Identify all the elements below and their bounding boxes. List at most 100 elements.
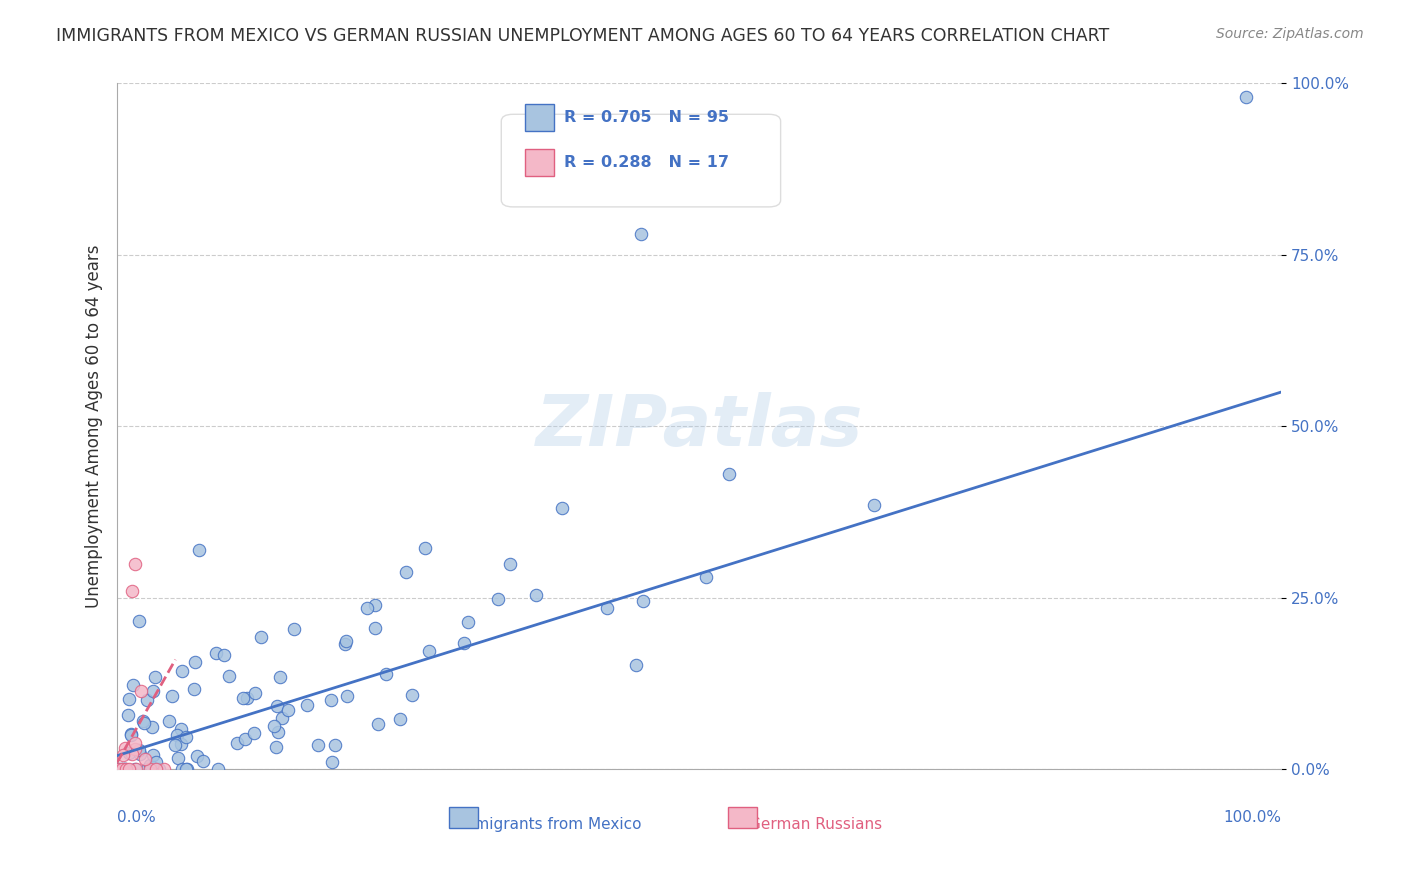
Point: [486, 591, 509, 606]
Point: [124, 742, 146, 756]
Point: [245, 686, 267, 700]
FancyBboxPatch shape: [524, 104, 554, 131]
Point: [236, 691, 259, 706]
Point: [128, 614, 150, 628]
Point: [174, 730, 197, 744]
Point: [112, 762, 135, 776]
Point: [263, 719, 285, 733]
Point: [172, 762, 194, 776]
Text: R = 0.288   N = 17: R = 0.288 N = 17: [564, 155, 730, 169]
Point: [389, 712, 412, 726]
Point: [111, 762, 134, 776]
Point: [277, 703, 299, 717]
Point: [413, 541, 436, 555]
Point: [418, 644, 440, 658]
Point: [145, 762, 167, 776]
Point: [232, 691, 254, 706]
Point: [135, 762, 157, 776]
Point: [401, 689, 423, 703]
Point: [152, 762, 174, 776]
Point: [120, 727, 142, 741]
Point: [266, 699, 288, 714]
Point: [250, 630, 273, 644]
Point: [129, 683, 152, 698]
Point: [134, 752, 156, 766]
Point: [191, 754, 214, 768]
Point: [132, 715, 155, 730]
Point: [122, 678, 145, 692]
Point: [225, 736, 247, 750]
Point: [374, 666, 396, 681]
Point: [141, 720, 163, 734]
Text: ZIPatlas: ZIPatlas: [536, 392, 863, 461]
Point: [457, 615, 479, 630]
Point: [114, 741, 136, 756]
Text: R = 0.705   N = 95: R = 0.705 N = 95: [564, 111, 730, 125]
Point: [142, 684, 165, 698]
Point: [108, 762, 131, 776]
Point: [118, 692, 141, 706]
Point: [132, 714, 155, 729]
Point: [172, 664, 194, 678]
Point: [166, 751, 188, 765]
Point: [107, 762, 129, 776]
Point: [117, 708, 139, 723]
Point: [183, 682, 205, 697]
Point: [321, 693, 343, 707]
Point: [124, 736, 146, 750]
Point: [551, 501, 574, 516]
Point: [271, 711, 294, 725]
Point: [139, 757, 162, 772]
Point: [128, 743, 150, 757]
Point: [120, 728, 142, 742]
Point: [333, 637, 356, 651]
Point: [169, 722, 191, 736]
Point: [162, 689, 184, 703]
Point: [166, 728, 188, 742]
Text: Source: ZipAtlas.com: Source: ZipAtlas.com: [1216, 27, 1364, 41]
Point: [235, 732, 257, 747]
Point: [188, 543, 211, 558]
Point: [631, 594, 654, 608]
Point: [121, 747, 143, 761]
Point: [118, 762, 141, 776]
Text: Immigrants from Mexico: Immigrants from Mexico: [454, 817, 641, 832]
Point: [118, 746, 141, 760]
Point: [453, 636, 475, 650]
Point: [125, 762, 148, 776]
Point: [630, 227, 652, 242]
Point: [115, 762, 138, 776]
Text: 0.0%: 0.0%: [117, 811, 156, 825]
Point: [207, 762, 229, 776]
Point: [145, 755, 167, 769]
Point: [129, 747, 152, 762]
Point: [243, 725, 266, 739]
Point: [218, 669, 240, 683]
Point: [124, 557, 146, 571]
Point: [121, 584, 143, 599]
Point: [145, 762, 167, 776]
FancyBboxPatch shape: [449, 807, 478, 828]
Point: [364, 621, 387, 635]
Text: IMMIGRANTS FROM MEXICO VS GERMAN RUSSIAN UNEMPLOYMENT AMONG AGES 60 TO 64 YEARS : IMMIGRANTS FROM MEXICO VS GERMAN RUSSIAN…: [56, 27, 1109, 45]
Point: [110, 762, 132, 776]
Point: [114, 762, 136, 776]
Point: [143, 670, 166, 684]
Point: [183, 655, 205, 669]
Point: [269, 670, 291, 684]
Point: [596, 601, 619, 615]
Point: [367, 717, 389, 731]
Point: [135, 693, 157, 707]
FancyBboxPatch shape: [502, 114, 780, 207]
Point: [626, 657, 648, 672]
Point: [186, 749, 208, 764]
Point: [266, 725, 288, 739]
Point: [323, 739, 346, 753]
Point: [335, 633, 357, 648]
Point: [139, 762, 162, 776]
Point: [174, 762, 197, 776]
Point: [205, 646, 228, 660]
Point: [124, 762, 146, 776]
Point: [395, 566, 418, 580]
Point: [717, 467, 740, 482]
